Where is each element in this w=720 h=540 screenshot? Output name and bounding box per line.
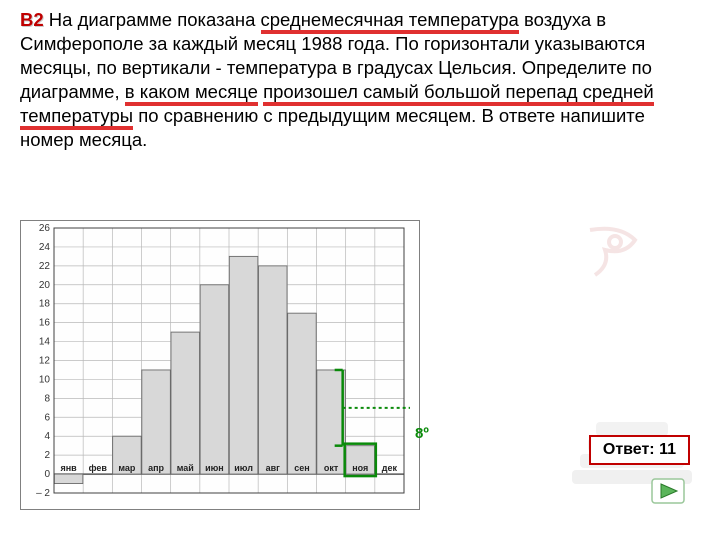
svg-text:14: 14: [39, 337, 51, 348]
svg-text:24: 24: [39, 242, 51, 253]
svg-text:июл: июл: [234, 463, 253, 473]
svg-text:май: май: [177, 463, 194, 473]
svg-text:8: 8: [44, 393, 50, 404]
drop-annotation: 8º: [415, 425, 429, 442]
svg-text:10: 10: [39, 374, 51, 385]
task-text: B2 На диаграмме показана среднемесячная …: [0, 0, 720, 156]
underline-1: среднемесячная температура: [261, 9, 519, 34]
svg-text:6: 6: [44, 412, 50, 423]
svg-text:апр: апр: [148, 463, 164, 473]
svg-text:мар: мар: [118, 463, 136, 473]
svg-text:4: 4: [44, 431, 50, 442]
svg-text:22: 22: [39, 261, 51, 272]
chart-svg: – 202468101214161820222426янвфевмарапрма…: [20, 220, 420, 510]
decor-ribbon: [580, 220, 650, 285]
svg-text:янв: янв: [60, 463, 77, 473]
svg-text:2: 2: [44, 450, 50, 461]
svg-text:дек: дек: [382, 463, 398, 473]
svg-text:фев: фев: [89, 463, 108, 473]
svg-text:– 2: – 2: [36, 488, 50, 499]
svg-text:окт: окт: [324, 463, 339, 473]
underline-2a: в каком месяце: [125, 81, 258, 106]
svg-text:сен: сен: [294, 463, 309, 473]
next-button[interactable]: [651, 478, 685, 509]
svg-text:12: 12: [39, 356, 51, 367]
svg-text:16: 16: [39, 318, 51, 329]
svg-text:0: 0: [44, 469, 50, 480]
play-icon: [651, 478, 685, 504]
svg-text:авг: авг: [266, 463, 281, 473]
svg-text:ноя: ноя: [352, 463, 368, 473]
svg-text:июн: июн: [205, 463, 224, 473]
task-label: B2: [20, 9, 44, 30]
svg-text:26: 26: [39, 223, 51, 234]
svg-text:18: 18: [39, 299, 51, 310]
answer-box: Ответ: 11: [589, 435, 690, 465]
task-before-u1: На диаграмме показана: [44, 9, 261, 30]
svg-text:20: 20: [39, 280, 51, 291]
bar-chart: – 202468101214161820222426янвфевмарапрма…: [20, 220, 420, 510]
